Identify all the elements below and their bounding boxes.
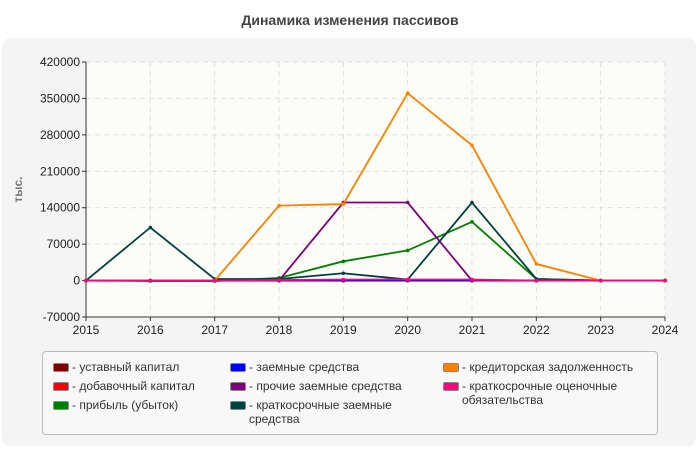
legend-label: - кредиторская задолженность [462,360,634,374]
legend-label: - прочие заемные средства [249,379,402,393]
data-point [405,248,410,253]
legend-swatch [443,382,459,391]
legend-label: - заемные средства [249,360,360,374]
plot-area [86,62,665,317]
data-point [341,277,346,282]
data-point [148,225,153,230]
data-point [534,262,539,266]
data-point [341,271,346,276]
data-point [341,259,346,264]
legend-item: - кредиторская задолженность [443,360,658,374]
x-tick-label: 2016 [137,323,164,337]
legend-item: - добавочный капитал [53,379,253,393]
x-tick-label: 2020 [394,323,421,337]
legend-swatch [53,401,69,410]
data-point [598,278,603,283]
x-tick-label: 2023 [587,323,614,337]
data-point [277,203,281,208]
legend-swatch [53,363,69,372]
legend-label: - краткосрочные заемные средства [249,398,392,426]
data-point [212,278,217,283]
legend-item: - краткосрочные заемные средства [230,398,430,426]
data-point [405,277,410,282]
data-point [405,91,410,96]
data-point [663,278,667,283]
x-tick-label: 2019 [330,323,357,337]
data-point [470,200,474,205]
legend-swatch [230,363,246,372]
y-tick-label: 350000 [40,91,80,105]
y-axis-label: тыс. [11,176,25,202]
series-line-7 [86,278,665,282]
legend-item: - прочие заемные средства [230,379,430,393]
data-point [84,278,88,283]
legend-item: - уставный капитал [53,360,253,374]
chart-title: Динамика изменения пассивов [241,12,459,28]
data-point [470,277,474,282]
y-tick-label: -70000 [43,310,81,324]
legend: - уставный капитал - добавочный капитал - … [42,351,658,435]
data-point [405,200,410,205]
data-point [341,202,346,206]
y-tick-label: 140000 [40,201,80,215]
x-tick-label: 2024 [652,323,679,337]
legend-label: - добавочный капитал [72,379,195,393]
legend-label: - прибыль (убыток) [72,398,179,412]
y-tick-label: 70000 [47,237,81,251]
y-tick-label: 420000 [40,55,80,69]
y-tick-label: 210000 [40,164,80,178]
legend-label: - краткосрочные оценочные обязательства [462,379,618,407]
x-tick-label: 2017 [201,323,228,337]
x-tick-label: 2021 [459,323,486,337]
legend-swatch [230,382,246,391]
x-tick-label: 2018 [266,323,293,337]
x-tick-label: 2022 [523,323,550,337]
data-point [148,278,153,283]
legend-swatch [53,382,69,391]
y-tick-label: 0 [73,274,80,288]
legend-item: - прибыль (убыток) [53,398,253,412]
y-tick-label: 280000 [40,128,80,142]
legend-swatch [443,363,459,372]
data-point [470,219,474,224]
x-tick-label: 2015 [73,323,100,337]
data-point [277,278,281,282]
data-point [470,143,474,148]
data-point [534,278,539,283]
legend-label: - уставный капитал [72,360,180,374]
legend-swatch [230,401,246,410]
legend-item: - краткосрочные оценочные обязательства [443,379,658,407]
legend-item: - заемные средства [230,360,430,374]
